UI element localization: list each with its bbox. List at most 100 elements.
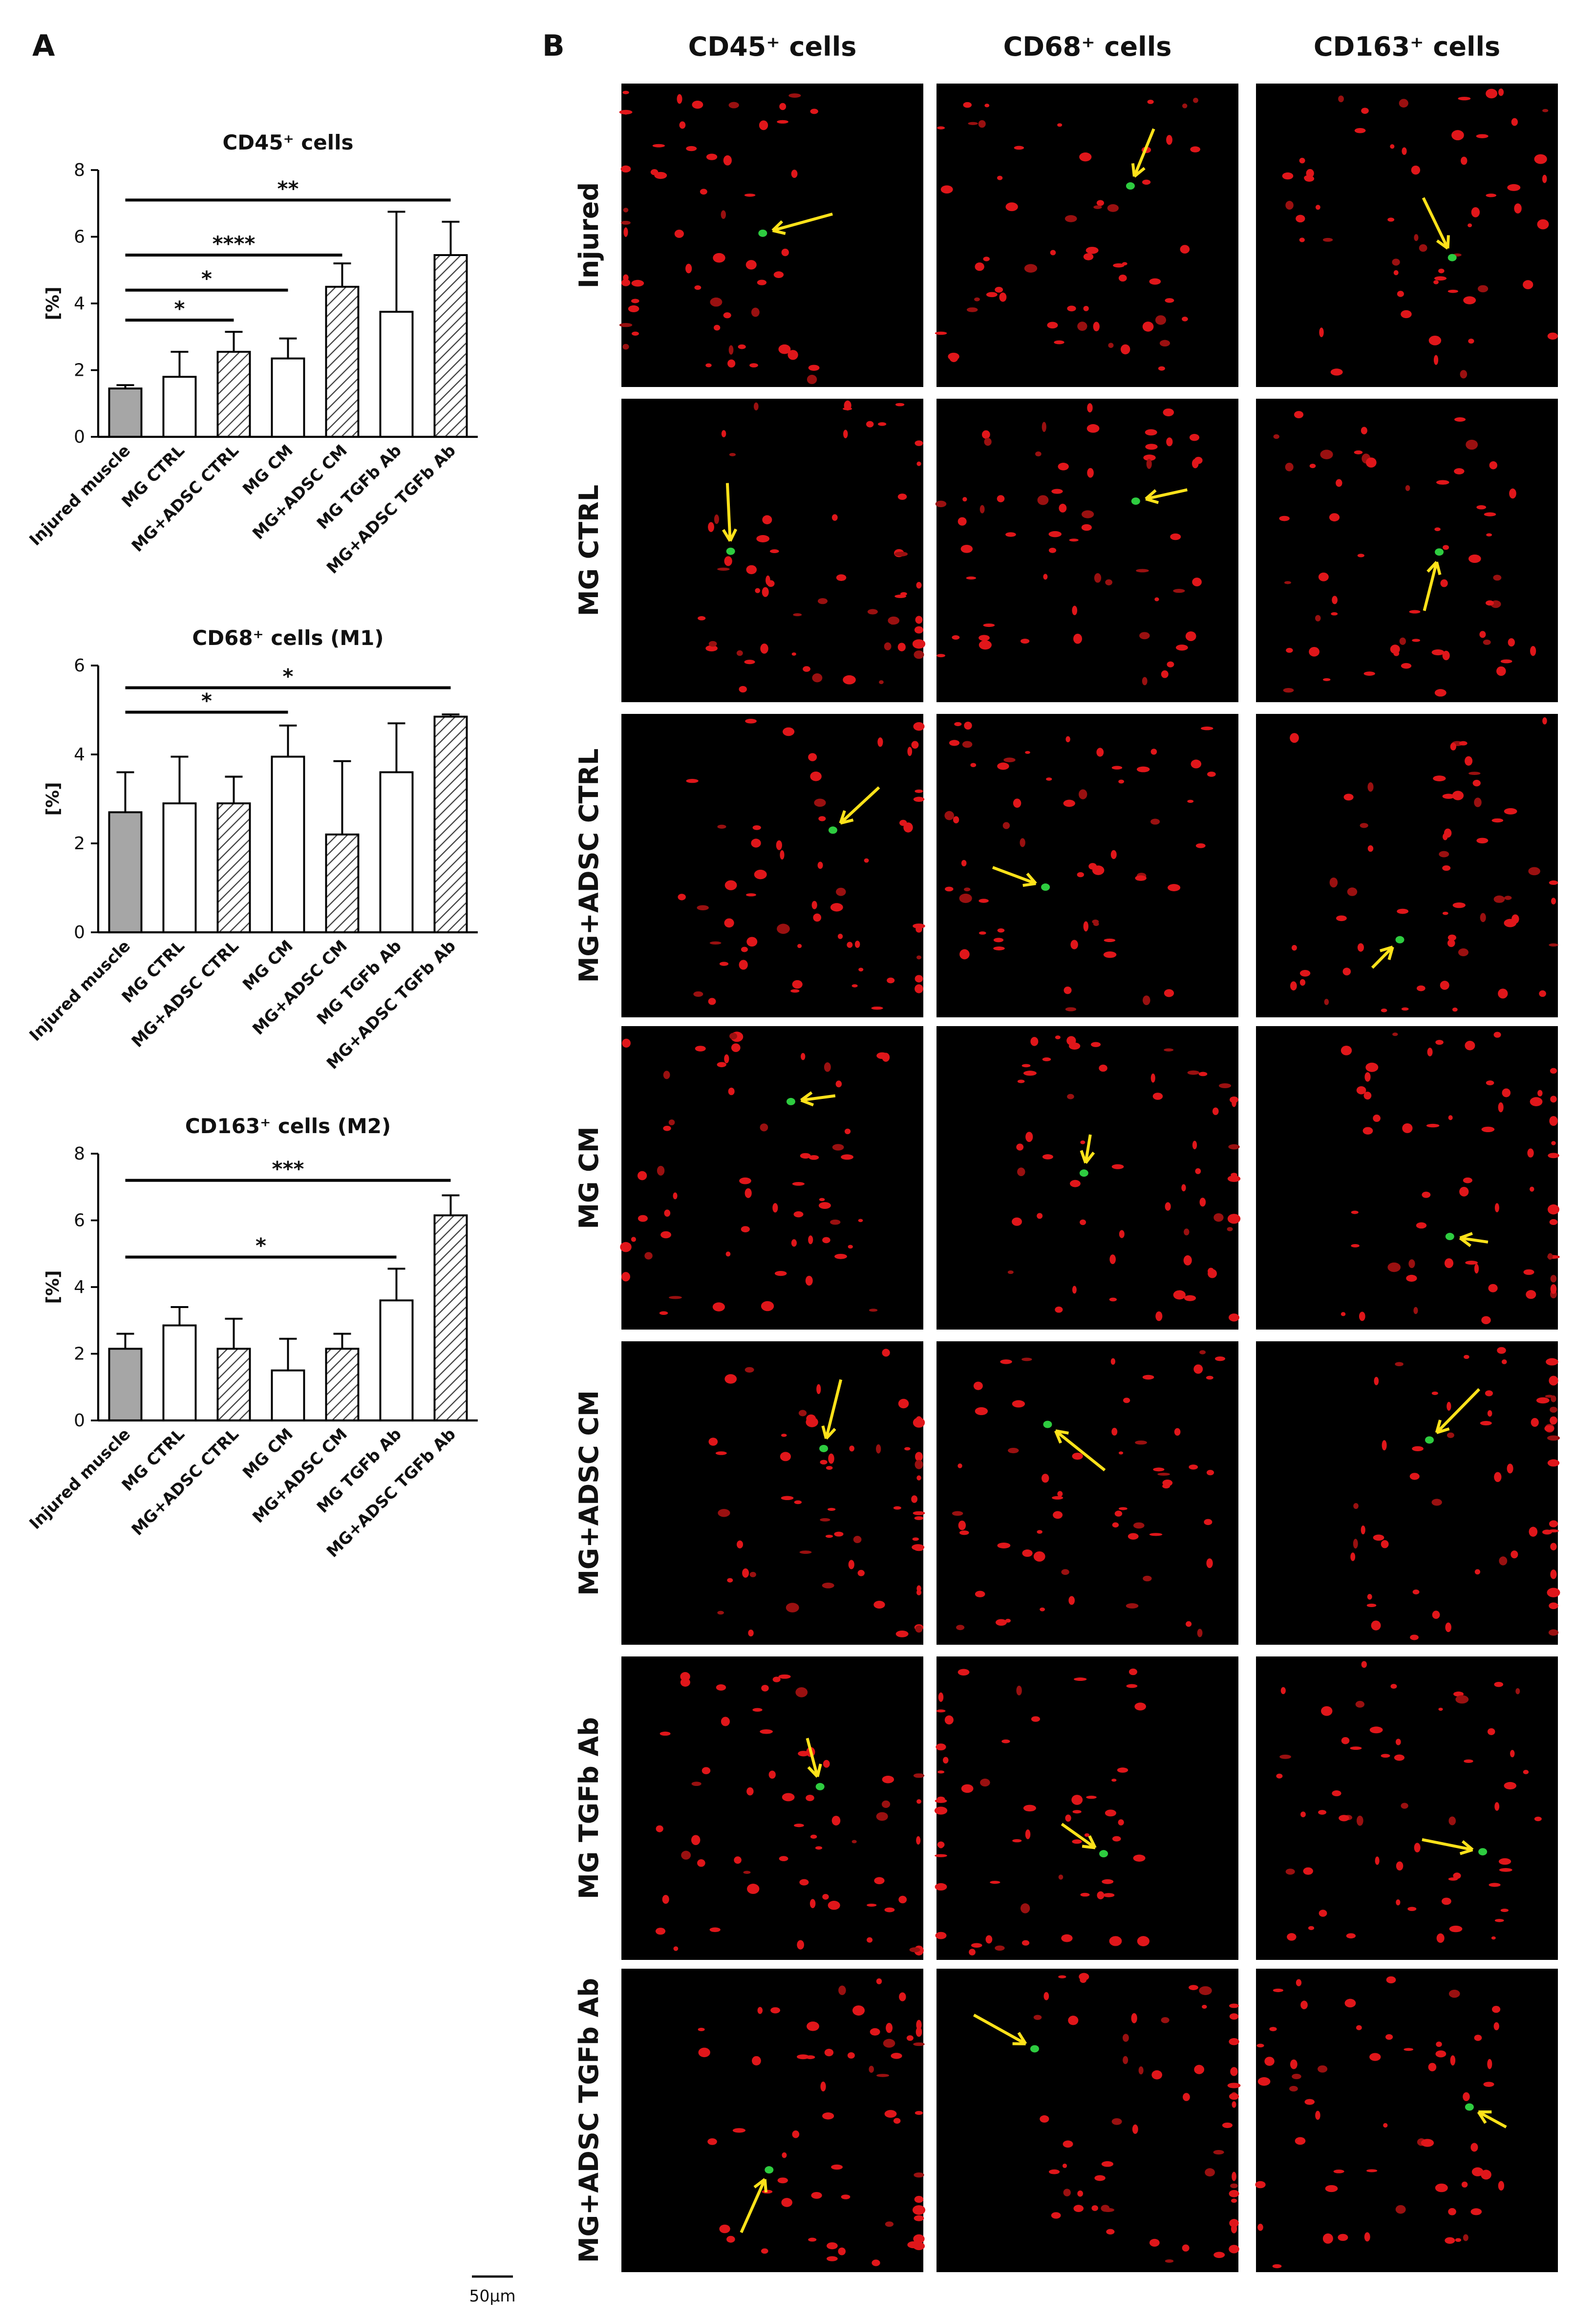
red-stain: [1466, 439, 1478, 450]
red-stain: [1484, 512, 1496, 516]
red-stain: [851, 1840, 857, 1844]
red-stain: [737, 1540, 744, 1548]
red-stain: [958, 1463, 962, 1468]
red-stain: [1333, 2170, 1344, 2173]
micrograph: [621, 714, 925, 1018]
red-stain: [952, 635, 960, 640]
red-stain: [1474, 1264, 1479, 1274]
red-stain: [953, 816, 959, 824]
red-stain: [719, 2224, 730, 2234]
red-stain: [778, 1674, 791, 1679]
red-stain: [1498, 1102, 1504, 1113]
y-tick-label: 4: [74, 745, 85, 765]
row-label: MG+ADSC CM: [574, 1390, 604, 1596]
arrow-shaft: [1435, 1388, 1481, 1434]
red-stain: [1526, 1290, 1536, 1299]
red-stain: [655, 1928, 666, 1935]
red-stain: [895, 1631, 909, 1637]
red-stain: [1396, 1861, 1404, 1871]
red-stain: [1092, 919, 1099, 924]
red-stain: [808, 365, 820, 371]
arrow-head: [1435, 561, 1442, 575]
green-cell: [786, 1097, 795, 1105]
red-stain: [1547, 1253, 1553, 1260]
red-stain: [1035, 451, 1042, 457]
red-stain: [709, 941, 722, 945]
red-stain: [731, 1043, 741, 1052]
red-stain: [1438, 268, 1445, 274]
red-stain: [866, 421, 874, 428]
red-stain: [743, 1870, 751, 1874]
red-stain: [975, 1590, 985, 1597]
red-stain: [882, 1349, 890, 1357]
red-stain: [854, 941, 860, 948]
red-stain: [1104, 938, 1116, 942]
red-stain: [978, 120, 986, 128]
red-stain: [1145, 429, 1157, 436]
arrow-head: [1133, 167, 1146, 178]
significance-label: ****: [213, 232, 255, 256]
red-stain: [1381, 1754, 1390, 1758]
red-stain: [1453, 1872, 1461, 1879]
red-stain: [1264, 2057, 1275, 2066]
red-stain: [857, 1569, 865, 1576]
red-stain: [1483, 2082, 1494, 2087]
red-stain: [966, 576, 977, 580]
red-stain: [913, 1511, 925, 1515]
red-stain: [1436, 1933, 1445, 1943]
red-stain: [1300, 2000, 1308, 2010]
red-stain: [1213, 1213, 1224, 1222]
red-stain: [1273, 1988, 1283, 1992]
red-stain: [1023, 1071, 1037, 1076]
red-stain: [1164, 989, 1174, 997]
red-stain: [826, 1466, 833, 1470]
red-stain: [894, 551, 908, 557]
micrograph: [621, 399, 926, 703]
red-stain: [760, 644, 768, 654]
green-cell: [758, 229, 767, 237]
micrograph: [936, 1026, 1241, 1330]
scale-bar-label: 50μm: [469, 2286, 515, 2305]
red-stain: [744, 660, 755, 665]
red-stain: [668, 1119, 675, 1126]
red-stain: [1347, 887, 1358, 896]
red-stain: [1138, 2066, 1144, 2075]
red-stain: [1407, 1907, 1417, 1911]
red-stain: [1077, 872, 1085, 878]
red-stain: [1285, 463, 1294, 472]
red-stain: [1048, 547, 1057, 553]
red-stain: [1511, 118, 1518, 126]
red-stain: [945, 886, 954, 892]
bar: [433, 715, 468, 933]
red-stain: [810, 772, 822, 781]
red-stain: [913, 2242, 925, 2250]
red-stain: [979, 931, 986, 935]
red-stain: [1399, 99, 1408, 108]
red-stain: [1112, 1836, 1121, 1842]
red-stain: [1133, 1854, 1146, 1862]
red-stain: [1474, 2035, 1482, 2041]
red-stain: [1549, 880, 1558, 885]
red-stain: [1154, 597, 1159, 602]
red-stain: [660, 1731, 671, 1736]
red-stain: [798, 1410, 807, 1417]
red-stain: [673, 1946, 679, 1951]
y-tick-label: 2: [74, 834, 85, 854]
red-stain: [728, 102, 739, 108]
red-stain: [757, 2007, 763, 2014]
red-stain: [1113, 263, 1125, 268]
red-stain: [1021, 1940, 1030, 1946]
red-stain: [1025, 1829, 1031, 1839]
red-stain: [1550, 1096, 1557, 1103]
x-tick-label: Injured muscle: [25, 441, 134, 549]
red-stain: [790, 989, 800, 993]
red-stain: [997, 1542, 1011, 1548]
red-stain: [1440, 579, 1448, 587]
red-stain: [1206, 1375, 1213, 1380]
red-stain: [1081, 510, 1094, 518]
red-stain: [1405, 485, 1410, 491]
red-stain: [1299, 970, 1311, 977]
red-stain: [914, 2172, 924, 2178]
red-stain: [1087, 403, 1093, 413]
red-stain: [1108, 343, 1114, 348]
